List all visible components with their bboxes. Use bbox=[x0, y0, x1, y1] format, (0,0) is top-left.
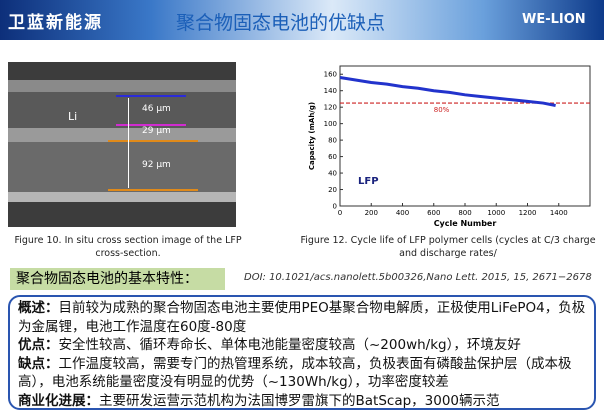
layer bbox=[8, 80, 236, 92]
marker bbox=[108, 189, 198, 191]
caption: Figure 12. Cycle life of LFP polymer cel… bbox=[300, 235, 596, 259]
layer bbox=[8, 192, 236, 202]
sem-image: Li 46 µm 29 µm 92 µm bbox=[8, 62, 236, 227]
x-tick-label: 600 bbox=[427, 209, 440, 217]
x-tick-label: 1000 bbox=[487, 209, 505, 217]
item-label: 商业化进展： bbox=[18, 392, 99, 409]
item-label: 缺点： bbox=[18, 355, 59, 372]
header-bar: 卫蓝新能源 聚合物固态电池的优缺点 WE-LION bbox=[0, 0, 604, 40]
x-tick-label: 800 bbox=[458, 209, 471, 217]
layer bbox=[8, 128, 236, 142]
y-tick-label: 0 bbox=[333, 203, 337, 211]
x-tick-label: 0 bbox=[338, 209, 342, 217]
marker bbox=[108, 140, 198, 142]
summary-item: 缺点：工作温度较高，需要专门的热管理系统，成本较高，负极表面有磷酸盐保护层（成本… bbox=[18, 355, 586, 392]
y-tick-label: 80 bbox=[328, 137, 337, 145]
item-text: 主要研发运营示范机构为法国博罗雷旗下的BatScap，3000辆示范 bbox=[99, 392, 500, 409]
item-text: 工作温度较高，需要专门的热管理系统，成本较高，负极表面有磷酸盐保护层（成本极高）… bbox=[18, 355, 572, 391]
label: Li bbox=[68, 110, 78, 123]
y-tick-label: 120 bbox=[324, 104, 337, 112]
brand: WE-LION bbox=[522, 12, 586, 27]
x-axis-label: Cycle Number bbox=[434, 219, 497, 228]
caption: Figure 10. In situ cross section image o… bbox=[14, 235, 242, 259]
summary-item: 优点：安全性较高、循环寿命长、单体电池能量密度较高（~200wh/kg），环境友… bbox=[18, 336, 586, 355]
section-heading: 聚合物固态电池的基本特性： bbox=[10, 268, 225, 290]
data-line bbox=[339, 76, 556, 108]
y-tick-label: 160 bbox=[324, 71, 337, 79]
logo: 卫蓝新能源 bbox=[8, 13, 103, 33]
y-axis-label: Capacity (mAh/g) bbox=[308, 102, 316, 170]
y-tick-label: 140 bbox=[324, 87, 337, 95]
marker bbox=[116, 124, 186, 126]
x-tick-label: 1200 bbox=[519, 209, 537, 217]
arrow bbox=[128, 98, 129, 188]
layer bbox=[8, 92, 236, 128]
label: 92 µm bbox=[142, 160, 171, 170]
summary-box: 概述：目前较为成熟的聚合物固态电池主要使用PEO基聚合物电解质，正极使用LiFe… bbox=[8, 295, 596, 410]
item-label: 优点： bbox=[18, 337, 59, 353]
y-tick-label: 60 bbox=[328, 153, 337, 161]
marker bbox=[116, 95, 186, 97]
item-text: 目前较为成熟的聚合物固态电池主要使用PEO基聚合物电解质，正极使用LiFePO4… bbox=[18, 300, 586, 335]
item-label: 概述： bbox=[18, 300, 59, 316]
y-tick-label: 100 bbox=[324, 120, 337, 128]
y-tick-label: 40 bbox=[328, 170, 337, 178]
label: 29 µm bbox=[142, 126, 171, 136]
summary-item: 商业化进展：主要研发运营示范机构为法国博罗雷旗下的BatScap，3000辆示范 bbox=[18, 392, 586, 409]
x-tick-label: 200 bbox=[365, 209, 378, 217]
layer bbox=[8, 142, 236, 192]
reference-label: 80% bbox=[434, 106, 450, 114]
x-tick-label: 400 bbox=[396, 209, 409, 217]
item-text: 安全性较高、循环寿命长、单体电池能量密度较高（~200wh/kg），环境友好 bbox=[58, 337, 521, 353]
label: 46 µm bbox=[142, 104, 171, 114]
slide-title: 聚合物固态电池的优缺点 bbox=[176, 12, 386, 34]
doi: DOI: 10.1021/acs.nanolett.5b00326,Nano L… bbox=[244, 272, 592, 283]
chart: 0 20 40 60 80 100 120 140 160 0 200 400 600 800 1000 12… bbox=[308, 65, 591, 228]
summary-item: 概述：目前较为成熟的聚合物固态电池主要使用PEO基聚合物电解质，正极使用LiFe… bbox=[18, 299, 586, 336]
x-tick-label: 1400 bbox=[550, 209, 568, 217]
y-tick-label: 20 bbox=[328, 186, 337, 194]
annotation: LFP bbox=[358, 176, 379, 187]
